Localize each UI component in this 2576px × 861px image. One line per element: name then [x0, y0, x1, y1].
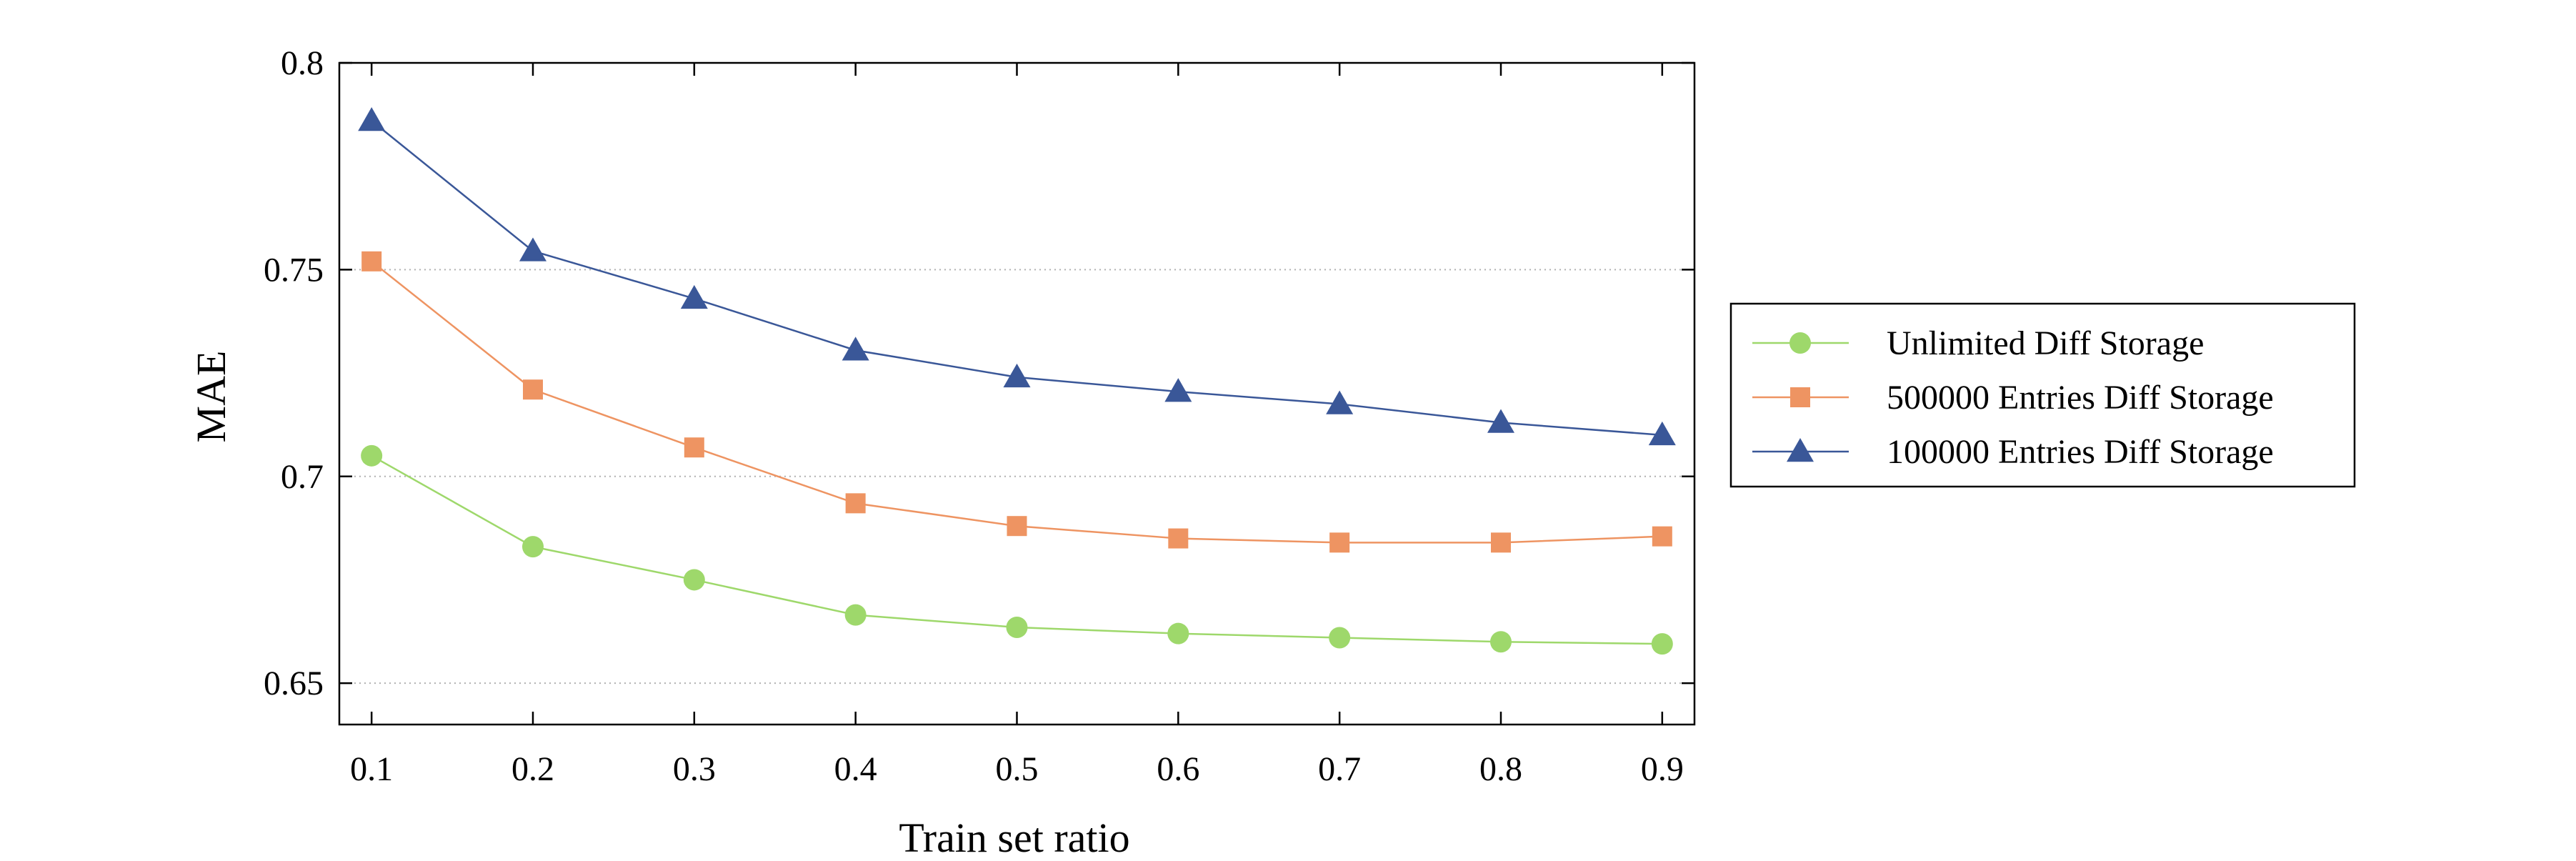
data-point: [361, 444, 383, 467]
y-tick-label: 0.8: [281, 44, 324, 82]
data-point: [1329, 532, 1350, 553]
data-point: [1007, 516, 1027, 537]
data-point: [1651, 633, 1673, 655]
data-point: [1487, 409, 1514, 433]
data-point: [844, 604, 867, 626]
series-3: [358, 107, 1676, 446]
legend-label: 100000 Entries Diff Storage: [1887, 433, 2274, 471]
data-point: [1491, 532, 1511, 553]
series-1: [361, 444, 1673, 655]
data-point: [523, 379, 543, 400]
legend-marker: [1790, 387, 1810, 407]
data-point: [845, 493, 866, 514]
x-tick-label: 0.7: [1318, 750, 1361, 788]
legend-marker: [1787, 438, 1814, 462]
legend-box: [1729, 302, 2356, 488]
legend-entry: 100000 Entries Diff Storage: [1752, 433, 2274, 471]
data-point: [683, 569, 705, 591]
data-point: [1329, 627, 1351, 649]
data-point: [1326, 390, 1354, 414]
data-point: [361, 251, 382, 272]
x-tick-label: 0.5: [996, 750, 1039, 788]
data-point: [1164, 378, 1192, 402]
x-tick-label: 0.4: [834, 750, 877, 788]
y-axis-label: MAE: [188, 351, 234, 443]
data-point: [358, 107, 386, 131]
y-tick-label: 0.65: [264, 665, 324, 702]
data-point: [1490, 631, 1512, 653]
legend-entry: 500000 Entries Diff Storage: [1752, 379, 2274, 417]
x-tick-label: 0.3: [673, 750, 716, 788]
y-tick-label: 0.75: [264, 251, 324, 289]
x-tick-label: 0.6: [1157, 750, 1199, 788]
x-tick-label: 0.2: [511, 750, 554, 788]
x-tick-label: 0.1: [350, 750, 393, 788]
data-point: [522, 536, 544, 558]
x-tick-label: 0.9: [1641, 750, 1684, 788]
data-point: [519, 237, 546, 262]
data-point: [1648, 421, 1676, 446]
series-line: [371, 454, 1662, 645]
data-point: [1006, 616, 1028, 638]
legend-entry: Unlimited Diff Storage: [1752, 324, 2204, 362]
data-point: [842, 337, 869, 361]
legend-label: 500000 Entries Diff Storage: [1887, 379, 2274, 417]
x-axis-label: Train set ratio: [899, 815, 1129, 857]
y-tick-label: 0.7: [281, 458, 324, 496]
series: [358, 107, 1676, 655]
data-point: [1003, 363, 1031, 388]
series-2: [361, 251, 1672, 553]
series-line: [371, 260, 1662, 544]
data-point: [680, 284, 708, 309]
series-line: [371, 120, 1662, 437]
grid-lines: [339, 269, 1694, 685]
data-point: [1168, 528, 1189, 549]
legend: Unlimited Diff Storage 500000 Entries Dif…: [1729, 302, 2356, 488]
data-point: [684, 437, 704, 458]
data-point: [1167, 622, 1189, 644]
legend-marker: [1789, 332, 1811, 354]
data-point: [1652, 526, 1672, 547]
legend-label: Unlimited Diff Storage: [1887, 324, 2204, 362]
x-tick-label: 0.8: [1479, 750, 1522, 788]
axis-ticks: 0.65 0.7 0.75 0.8 0.1 0.2 0.3 0.4 0.5 0.6 0.7 0.8 0.…: [264, 44, 1694, 788]
